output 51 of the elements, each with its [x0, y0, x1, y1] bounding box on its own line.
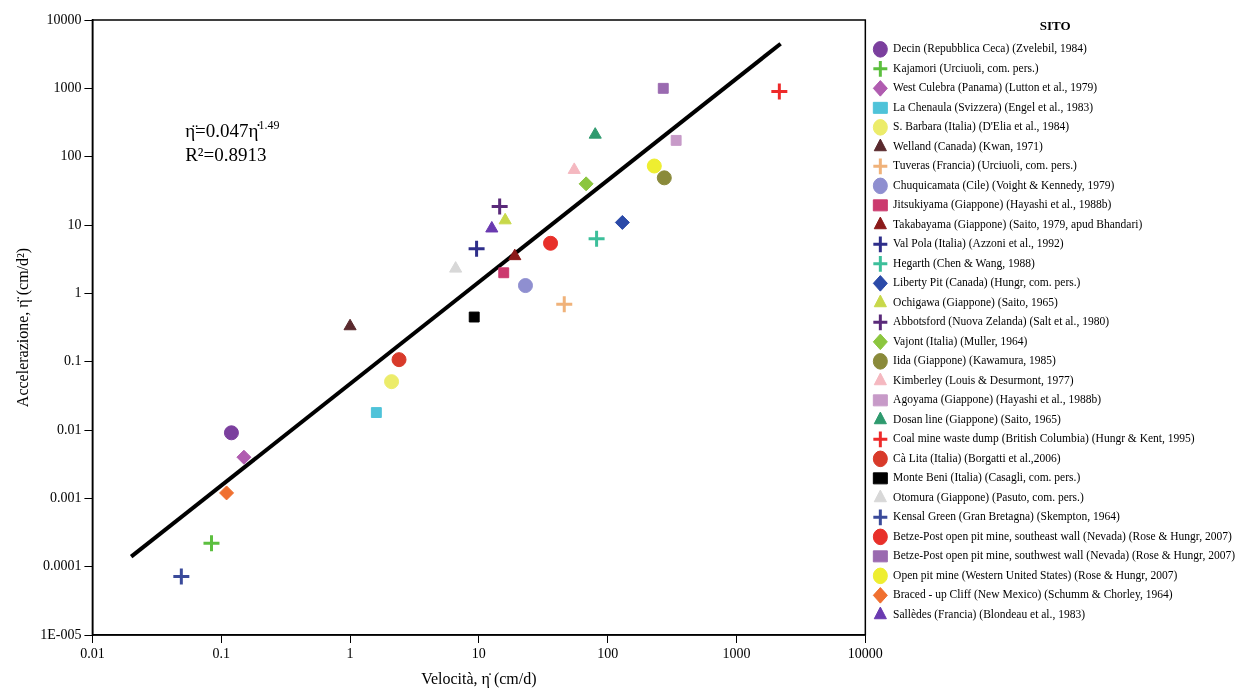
legend-label: Braced - up Cliff (New Mexico) (Schumm & Chorley, 1964) [893, 588, 1173, 602]
legend-label: Coal mine waste dump (British Columbia) (Hungr & Kent, 1995) [893, 432, 1195, 446]
legend-label: West Culebra (Panama) (Lutton et al., 1979) [893, 81, 1098, 95]
legend-label: Kensal Green (Gran Bretagna) (Skempton, 1964) [893, 510, 1120, 524]
legend-label: Vajont (Italia) (Muller, 1964) [893, 334, 1028, 348]
x-tick-label: 10000 [847, 646, 883, 662]
legend-label: Tuveras (Francia) (Urciuoli, com. pers.) [893, 159, 1078, 173]
legend-label: Kimberley (Louis & Desurmont, 1977) [893, 373, 1074, 387]
legend-label: Agoyama (Giappone) (Hayashi et al., 1988b) [893, 393, 1102, 407]
x-tick-label: 1 [346, 646, 354, 662]
legend-label: Jitsukiyama (Giappone) (Hayashi et al., 1988b) [893, 198, 1112, 212]
x-tick-label: 100 [597, 646, 619, 662]
legend-label: Hegarth (Chen & Wang, 1988) [893, 256, 1035, 270]
annotation: R²=0.8913 [185, 143, 267, 165]
legend-label: Betze-Post open pit mine, southeast wall (Nevada) (Rose & Hungr, 2007) [893, 529, 1232, 543]
y-tick-label: 1E-005 [40, 626, 82, 642]
x-tick-label: 0.1 [212, 646, 230, 662]
legend-title: SITO [1039, 17, 1071, 33]
legend-label: Cà Lita (Italia) (Borgatti et al.,2006) [893, 451, 1061, 465]
legend-label: Dosan line (Giappone) (Saito, 1965) [893, 412, 1061, 426]
legend-label: Kajamori (Urciuoli, com. pers.) [893, 61, 1039, 75]
y-tick-label: 100 [60, 148, 82, 164]
x-tick-label: 10 [471, 646, 486, 662]
y-tick-label: 0.001 [49, 490, 82, 506]
legend-label: Val Pola (Italia) (Azzoni et al., 1992) [893, 237, 1064, 251]
y-tick-label: 1000 [53, 80, 82, 96]
legend-label: Betze-Post open pit mine, southwest wall (Nevada) (Rose & Hungr, 2007) [893, 549, 1236, 563]
legend-label: Takabayama (Giappone) (Saito, 1979, apud Bhandari) [893, 217, 1143, 231]
legend-label: Welland (Canada) (Kwan, 1971) [893, 139, 1044, 153]
y-tick-label: 10000 [46, 11, 82, 27]
y-tick-label: 0.1 [63, 353, 82, 369]
legend-label: Ochigawa (Giappone) (Saito, 1965) [893, 295, 1059, 309]
y-tick-label: 0.01 [56, 421, 82, 437]
x-tick-label: 1000 [722, 646, 751, 662]
legend-label: Chuquicamata (Cile) (Voight & Kennedy, 1979) [893, 178, 1115, 192]
legend-label: Open pit mine (Western United States) (Rose & Hungr, 2007) [893, 568, 1178, 582]
y-axis-title: Accelerazione, η̈ (cm/d²) [13, 247, 32, 408]
x-axis-title: Velocità, η̇ (cm/d) [421, 669, 537, 688]
legend-label: Monte Beni (Italia) (Casagli, com. pers.) [893, 471, 1081, 485]
legend-label: Iida (Giappone) (Kawamura, 1985) [893, 354, 1057, 368]
y-tick-label: 0.0001 [42, 558, 82, 574]
legend-label: Liberty Pit (Canada) (Hungr, com. pers.) [893, 276, 1081, 290]
y-tick-label: 10 [67, 216, 82, 232]
legend-label: Decin (Repubblica Ceca) (Zvelebil, 1984) [893, 42, 1088, 56]
legend-label: S. Barbara (Italia) (D'Elia et al., 1984) [893, 120, 1070, 134]
legend-label: Sallèdes (Francia) (Blondeau et al., 1983) [893, 607, 1086, 621]
legend-label: La Chenaula (Svizzera) (Engel et al., 1983) [893, 100, 1094, 114]
legend-label: Otomura (Giappone) (Pasuto, com. pers.) [893, 490, 1084, 504]
legend-label: Abbotsford (Nuova Zelanda) (Salt et al., 1980) [893, 315, 1110, 329]
x-tick-label: 0.01 [80, 646, 105, 662]
y-tick-label: 1 [74, 285, 82, 301]
